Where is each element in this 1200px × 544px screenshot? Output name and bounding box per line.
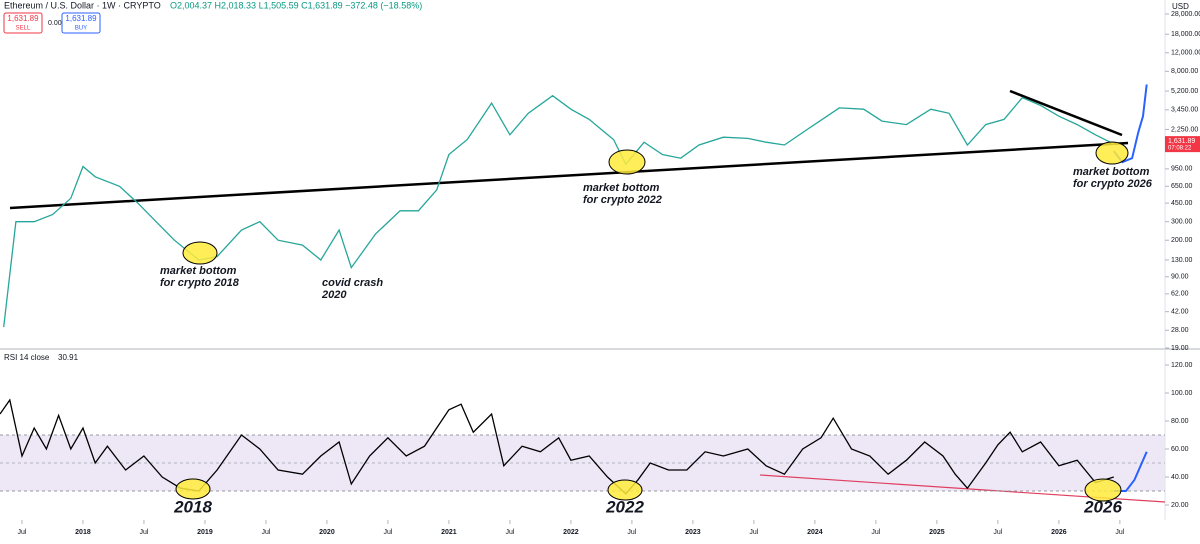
y-tick-label: 62.00 [1171, 291, 1189, 298]
x-tick-label: 2019 [197, 529, 213, 536]
highlight [175, 478, 211, 500]
x-tick-label: 2025 [929, 529, 945, 536]
ohlc: O2,004.37 H2,018.33 L1,505.59 C1,631.89 … [170, 0, 422, 10]
x-tick-label: 2018 [75, 529, 91, 536]
x-tick-label: Jul [17, 529, 26, 536]
sell-label[interactable]: SELL [16, 26, 31, 32]
y-tick-label: 40.00 [1171, 474, 1189, 481]
y-tick-label: 950.00 [1171, 166, 1193, 173]
x-tick-label: Jul [139, 529, 148, 536]
symbol: Ethereum / U.S. Dollar · 1W · CRYPTO [4, 0, 161, 10]
x-tick-label: 2024 [807, 529, 823, 536]
y-tick-label: 450.00 [1171, 200, 1193, 207]
y-tick-label: 19.00 [1171, 345, 1189, 352]
y-tick-label: 650.00 [1171, 183, 1193, 190]
y-tick-label: 28,000.00 [1171, 11, 1200, 18]
highlight [607, 479, 643, 501]
y-tick-label: 2,250.00 [1171, 126, 1198, 133]
buy-button[interactable] [61, 12, 101, 34]
y-tick-label: 80.00 [1171, 418, 1189, 425]
x-tick-label: 2021 [441, 529, 457, 536]
highlight [1084, 478, 1122, 502]
x-tick-label: 2020 [319, 529, 335, 536]
annotation: 2026 [1083, 497, 1122, 516]
y-tick-label: 5,200.00 [1171, 88, 1198, 95]
resistance-trendline [1009, 89, 1123, 137]
annotation: 2022 [605, 497, 644, 516]
rsi-title: RSI 14 close [4, 353, 50, 362]
y-tick-label: 3,450.00 [1171, 107, 1198, 114]
x-tick-label: Jul [871, 529, 880, 536]
sell-price[interactable]: 1,631.89 [7, 14, 39, 23]
highlight [1095, 141, 1129, 165]
price-line [3, 94, 1115, 328]
y-tick-label: 200.00 [1171, 237, 1193, 244]
annotation: covid crash [322, 277, 383, 289]
highlight [608, 149, 646, 175]
sell-button[interactable] [3, 12, 43, 34]
buy-price[interactable]: 1,631.89 [65, 14, 97, 23]
x-tick-label: Jul [627, 529, 636, 536]
y-tick-label: 42.00 [1171, 309, 1189, 316]
highlight [182, 241, 218, 265]
y-tick-label: 20.00 [1171, 502, 1189, 509]
x-tick-label: 2022 [563, 529, 579, 536]
y-tick-label: 12,000.00 [1171, 50, 1200, 57]
x-tick-label: 2026 [1051, 529, 1067, 536]
y-tick-label: 8,000.00 [1171, 68, 1198, 75]
annotation: for crypto 2018 [160, 277, 240, 289]
y-tick-label: 60.00 [1171, 446, 1189, 453]
x-tick-label: Jul [993, 529, 1002, 536]
x-tick-label: Jul [383, 529, 392, 536]
rsi-last-value: 30.91 [58, 353, 79, 362]
annotation: for crypto 2026 [1073, 178, 1153, 190]
currency[interactable]: USD [1172, 2, 1189, 11]
annotation: market bottom [1073, 166, 1150, 178]
x-tick-label: Jul [505, 529, 514, 536]
x-tick-label: Jul [261, 529, 270, 536]
annotation: 2018 [173, 497, 212, 516]
last-price: 1,631.89 [1168, 138, 1195, 145]
annotation: market bottom [160, 265, 237, 277]
annotation: market bottom [583, 182, 660, 194]
rsi-line [0, 398, 1114, 495]
support-trendline [9, 141, 1129, 210]
x-tick-label: 2023 [685, 529, 701, 536]
y-tick-label: 120.00 [1171, 362, 1193, 369]
y-tick-label: 130.00 [1171, 257, 1193, 264]
x-tick-label: Jul [749, 529, 758, 536]
spread: 0.00 [48, 20, 62, 27]
countdown: 07:08:22 [1168, 146, 1192, 152]
y-tick-label: 100.00 [1171, 390, 1193, 397]
annotation: 2020 [321, 289, 347, 301]
y-tick-label: 28.00 [1171, 327, 1189, 334]
x-tick-label: Jul [1115, 529, 1124, 536]
y-tick-label: 90.00 [1171, 274, 1189, 281]
annotation: for crypto 2022 [583, 194, 662, 206]
buy-label[interactable]: BUY [75, 26, 87, 32]
last-price-tag [1165, 136, 1200, 153]
y-tick-label: 300.00 [1171, 219, 1193, 226]
y-tick-label: 18,000.00 [1171, 31, 1200, 38]
